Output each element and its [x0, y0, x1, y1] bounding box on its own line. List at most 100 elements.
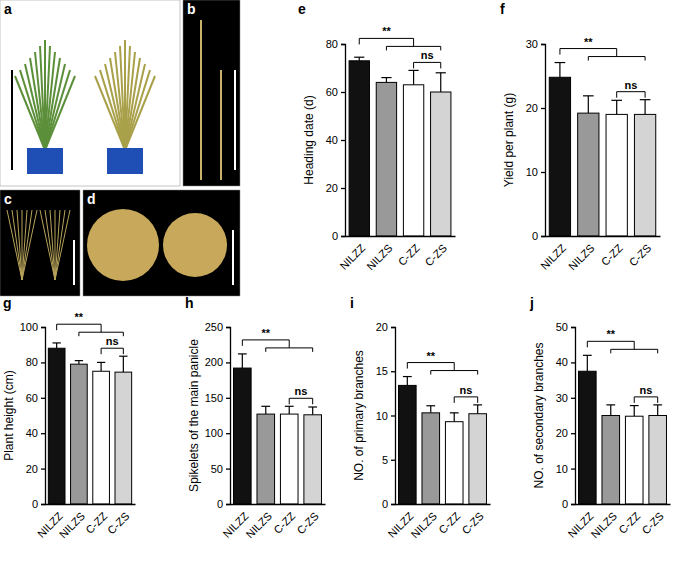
axis-title: Heading date (d) [302, 95, 316, 184]
y-tick: 20 [376, 321, 395, 333]
bracket-line [616, 49, 617, 57]
axis-line [41, 328, 46, 505]
x-tick: C-ZZ [616, 504, 642, 536]
y-tick: 80 [26, 356, 45, 368]
panel-label: a [4, 1, 12, 17]
error-bar [408, 70, 418, 84]
axis-line [231, 504, 326, 505]
bracket-line [454, 396, 477, 397]
tick-mark [541, 108, 545, 109]
significance-bracket: ns [617, 79, 645, 98]
error-line [454, 413, 455, 422]
x-axis: NILZZNILZSC-ZZC-ZS [565, 504, 670, 540]
error-cap [653, 404, 662, 405]
bracket-line [123, 348, 124, 354]
plot-area [399, 377, 487, 504]
y-axis: 0102030 [526, 38, 546, 242]
error-bar [97, 362, 105, 371]
tick-label: C-ZS [294, 510, 321, 537]
tick-label: C-ZS [105, 510, 132, 537]
panel-label: h [185, 295, 194, 311]
x-tick: C-ZZ [436, 504, 462, 536]
error-bar [119, 356, 127, 372]
bracket-line [407, 363, 408, 369]
scale-bar [73, 240, 75, 285]
error-bar [285, 406, 294, 414]
bracket-line [266, 348, 313, 352]
tick-label: 100 [20, 321, 38, 333]
bracket-line [634, 341, 635, 349]
panel-label: i [350, 295, 354, 311]
photo-panel: b [183, 0, 240, 186]
significance-bracket: ns [414, 49, 441, 68]
bracket-line [312, 398, 313, 404]
tick-label: NILZS [243, 510, 274, 541]
y-tick: 100 [20, 321, 45, 333]
tick-mark [391, 460, 395, 461]
bracket-line [79, 332, 123, 336]
y-tick: 0 [32, 498, 45, 510]
bracket-line [440, 62, 441, 68]
tick-label: 0 [332, 230, 338, 242]
tick-label: 0 [217, 498, 223, 510]
plot-area [549, 63, 655, 236]
tick-mark [541, 172, 545, 173]
error-cap [611, 100, 622, 101]
bar [403, 85, 423, 236]
axis-title: NO. of secondary branches [532, 342, 546, 488]
tick-label: 50 [556, 321, 568, 333]
photo-shape [200, 20, 202, 180]
x-axis: NILZZNILZSC-ZZC-ZS [220, 504, 325, 540]
error-line [312, 407, 313, 415]
bar [549, 77, 570, 236]
y-axis: 05101520 [376, 321, 396, 510]
tick-mark [41, 327, 45, 328]
error-cap [450, 412, 459, 413]
significance-label: ns [640, 384, 653, 396]
panel-label: b [187, 1, 196, 17]
tick-label: NILZS [408, 510, 439, 541]
tick-mark [391, 327, 395, 328]
y-axis: 020406080 [326, 38, 346, 242]
panel-label: e [298, 1, 306, 17]
bar [649, 416, 667, 505]
bar [578, 113, 599, 236]
error-line [616, 100, 617, 114]
chart: 01020304050NILZZNILZSC-ZZC-ZSNO. of seco… [529, 295, 671, 540]
significance-label: ns [421, 49, 434, 61]
plot-area [234, 354, 322, 504]
error-line [587, 355, 588, 371]
y-tick: 20 [526, 102, 545, 114]
error-bar [403, 377, 412, 386]
tick-mark [571, 468, 575, 469]
error-bar [583, 355, 592, 371]
error-line [610, 405, 611, 416]
axis-line [541, 45, 546, 237]
x-tick: C-ZS [639, 504, 666, 536]
error-line [440, 73, 441, 92]
bracket-line [414, 62, 441, 63]
error-line [289, 406, 290, 414]
significance-label: ** [75, 311, 84, 323]
error-cap [285, 406, 294, 407]
x-tick: NILZZ [337, 236, 367, 272]
error-cap [53, 342, 61, 343]
photo-shape [107, 148, 143, 174]
tick-mark [226, 398, 230, 399]
axis-line [576, 504, 671, 505]
bar [625, 416, 643, 504]
significance-label: ns [295, 385, 308, 397]
panel-label: c [4, 191, 12, 207]
x-tick: NILZS [364, 236, 395, 272]
tick-label: C-ZZ [83, 510, 109, 536]
photo-background [183, 0, 240, 186]
bar [469, 414, 487, 504]
error-line [634, 406, 635, 417]
tick-label: C-ZZ [599, 242, 625, 268]
bracket-line [588, 57, 645, 61]
bar [431, 92, 451, 236]
photo-shape [125, 76, 155, 150]
axis-line [546, 236, 661, 237]
bracket-line [413, 38, 414, 46]
tick-label: C-ZZ [271, 510, 297, 536]
